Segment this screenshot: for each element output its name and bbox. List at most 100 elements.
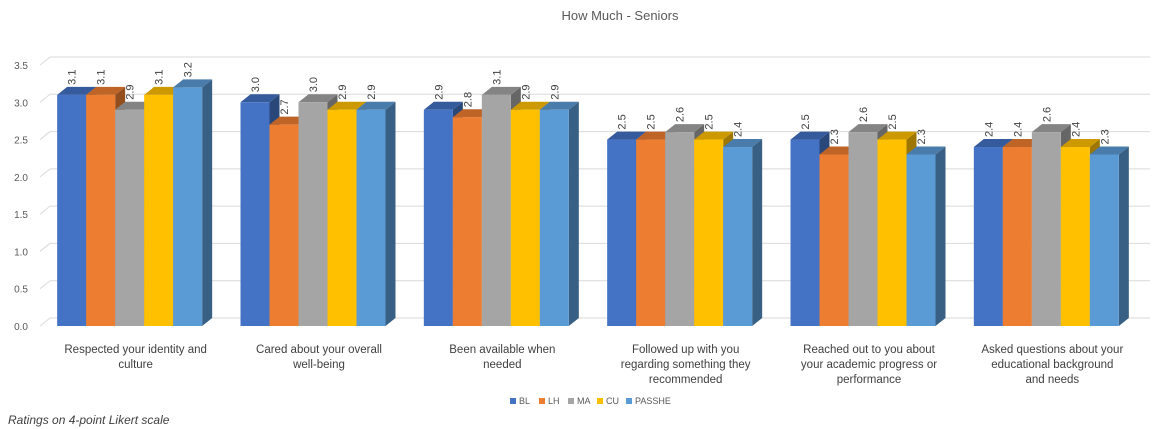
category-label: needed: [483, 359, 521, 371]
category-label: culture: [118, 359, 153, 371]
y-tick-label: 1.5: [14, 210, 28, 221]
data-label: 3.1: [96, 70, 108, 85]
bar-top: [423, 101, 463, 110]
category-label: Reached out to you about: [803, 344, 936, 356]
gridline-diagonal: [39, 93, 51, 103]
data-label: 2.4: [1070, 122, 1082, 137]
legend-swatch: [626, 398, 632, 404]
legend-label: MA: [577, 396, 591, 406]
bar: [57, 94, 87, 326]
bar-top: [665, 124, 705, 133]
bar-top: [790, 131, 830, 140]
bar-top: [173, 79, 213, 88]
y-tick-label: 3.0: [14, 98, 28, 109]
bar: [877, 139, 907, 326]
data-label: 2.6: [675, 107, 687, 122]
category-label: Respected your identity and: [64, 344, 207, 356]
data-label: 3.1: [67, 70, 79, 85]
bar: [1089, 154, 1119, 326]
bar: [636, 139, 666, 326]
legend-swatch: [597, 398, 603, 404]
bar-top: [356, 101, 396, 110]
gridline-diagonal: [39, 280, 51, 290]
bar-top: [607, 131, 647, 140]
y-tick-label: 2.0: [14, 173, 28, 184]
legend-swatch: [568, 398, 574, 404]
bar: [1060, 147, 1090, 326]
bar: [848, 132, 878, 326]
footnote: Ratings on 4-point Likert scale: [8, 413, 170, 427]
gridline-diagonal: [39, 56, 51, 66]
data-label: 2.9: [520, 84, 532, 99]
bar: [510, 109, 540, 326]
bar-top: [848, 124, 888, 133]
bar-top: [510, 101, 550, 110]
bar: [973, 147, 1003, 326]
bar-top: [694, 131, 734, 140]
data-label: 2.9: [549, 84, 561, 99]
data-label: 2.5: [887, 114, 899, 129]
gridline-diagonal: [39, 243, 51, 252]
gridline-diagonal: [39, 205, 51, 215]
data-label: 2.6: [858, 107, 870, 122]
legend-swatch: [510, 398, 516, 404]
bar: [327, 109, 357, 326]
y-tick-label: 1.0: [14, 247, 28, 258]
category-label: Followed up with you: [632, 344, 739, 356]
data-label: 2.5: [646, 114, 658, 129]
category-label: performance: [837, 374, 902, 386]
bar-side: [568, 101, 579, 326]
bar: [269, 124, 299, 327]
bar-top: [240, 94, 280, 103]
data-label: 2.9: [125, 84, 137, 99]
bar-top: [327, 101, 367, 110]
category-label: Cared about your overall: [256, 344, 382, 356]
bar: [298, 102, 328, 327]
data-label: 3.2: [183, 62, 195, 77]
bar: [144, 94, 174, 326]
bar-side: [752, 139, 763, 326]
data-label: 3.1: [491, 70, 503, 85]
legend-label: PASSHE: [635, 396, 671, 406]
bar-top: [877, 131, 917, 140]
category-label: your academic progress or: [801, 359, 937, 371]
data-label: 2.5: [800, 114, 812, 129]
bar: [539, 109, 569, 326]
bar: [1002, 147, 1032, 326]
bar-top: [1089, 146, 1129, 155]
bar: [819, 154, 849, 326]
data-label: 2.5: [704, 114, 716, 129]
bar-top: [906, 146, 946, 155]
data-label: 2.8: [462, 92, 474, 107]
data-label: 2.7: [279, 99, 291, 114]
data-label: 2.9: [433, 84, 445, 99]
category-label: and needs: [1025, 374, 1079, 386]
data-label: 2.4: [733, 122, 745, 137]
y-tick-label: 0.0: [14, 322, 28, 333]
legend-label: CU: [606, 396, 619, 406]
bar-top: [723, 139, 763, 148]
bar-side: [1118, 146, 1129, 326]
bar: [790, 139, 820, 326]
data-label: 2.5: [617, 114, 629, 129]
data-label: 2.9: [337, 84, 349, 99]
bar: [115, 109, 145, 326]
data-label: 2.3: [829, 129, 841, 144]
bar: [240, 102, 270, 327]
gridline-diagonal: [39, 317, 51, 327]
bar: [481, 94, 511, 326]
category-label: Asked questions about your: [981, 344, 1123, 356]
bar-top: [57, 86, 97, 95]
bar: [665, 132, 695, 326]
bar: [173, 87, 203, 326]
data-label: 2.4: [983, 122, 995, 137]
gridline-diagonal: [39, 131, 51, 140]
data-label: 2.6: [1041, 107, 1053, 122]
category-label: recommended: [649, 374, 723, 386]
bar: [1031, 132, 1061, 326]
bar-top: [973, 139, 1013, 148]
category-label: well-being: [292, 359, 345, 371]
bar: [906, 154, 936, 326]
legend-label: BL: [519, 396, 530, 406]
bar: [86, 94, 116, 326]
